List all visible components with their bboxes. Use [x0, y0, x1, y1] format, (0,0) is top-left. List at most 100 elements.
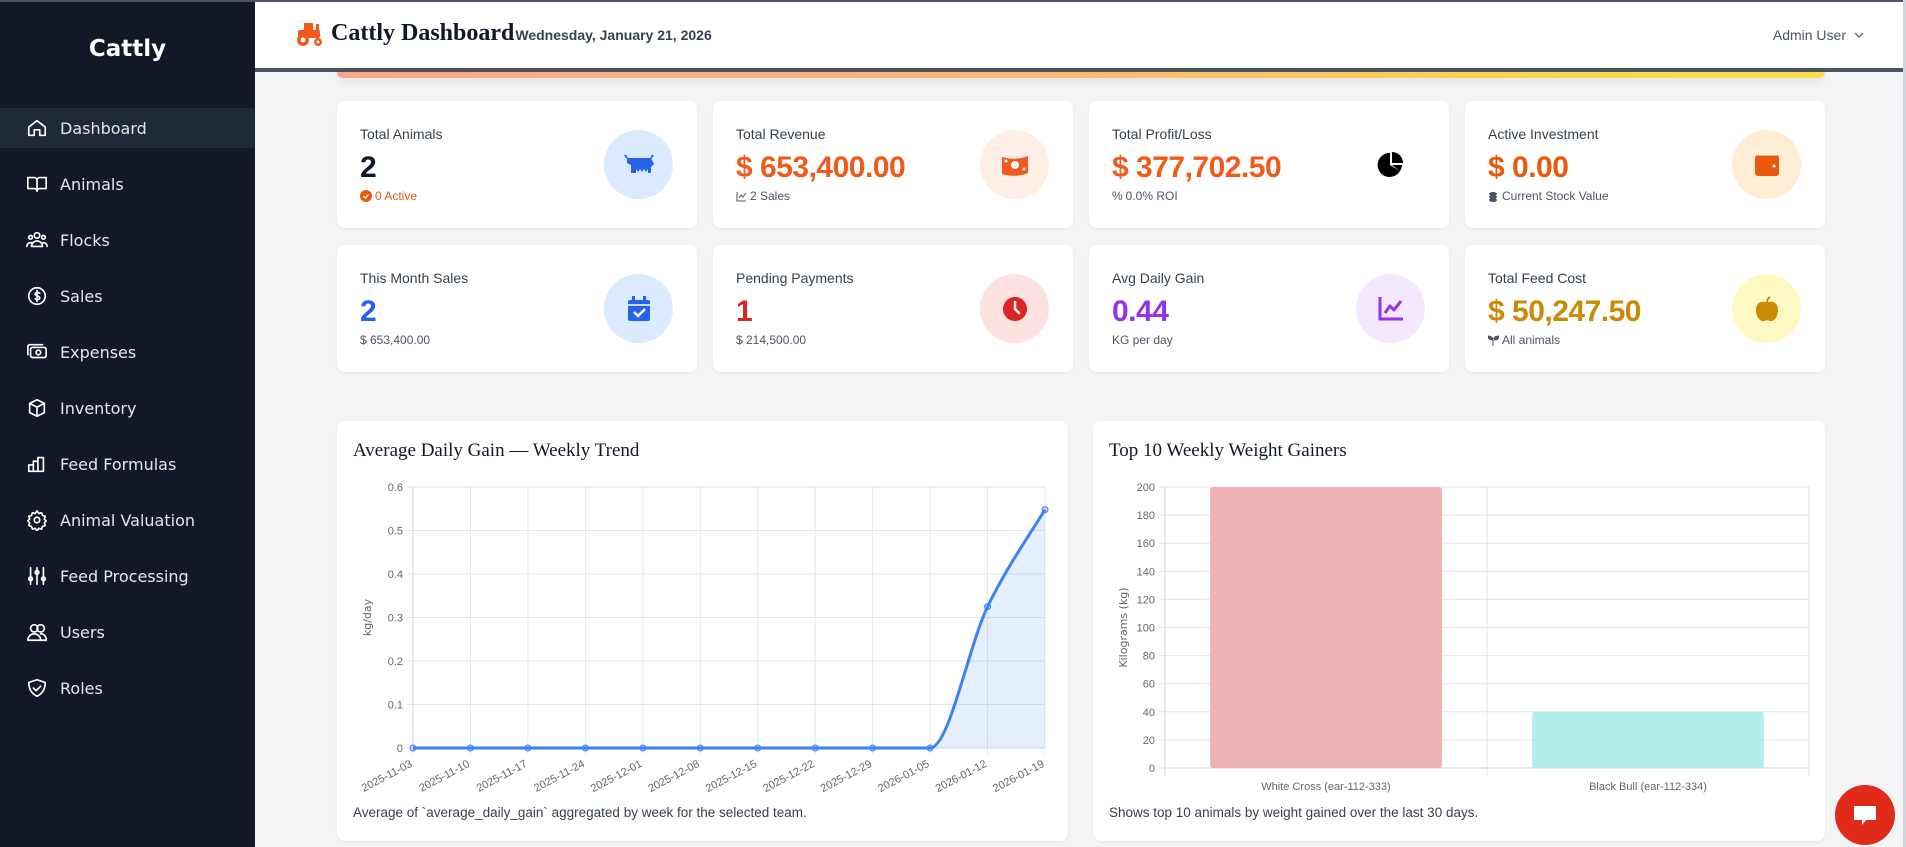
stat-card-pending-payments: Pending Payments 1 $ 214,500.00 [713, 245, 1073, 372]
stat-value: $ 50,247.50 [1488, 295, 1641, 328]
sidebar-item-animals[interactable]: Animals [0, 164, 255, 204]
sidebar-item-flocks[interactable]: Flocks [0, 220, 255, 260]
chart-caption: Shows top 10 animals by weight gained ov… [1109, 805, 1479, 820]
stat-label: Avg Daily Gain [1112, 270, 1205, 286]
x-tick-label: 2025-11-10 [417, 758, 472, 795]
stat-value: 2 [360, 151, 377, 184]
chart-caption: Average of `average_daily_gain` aggregat… [353, 805, 807, 820]
bar-chart-icon [27, 456, 45, 473]
x-tick-label: 2025-11-03 [360, 758, 415, 795]
chevron-down-icon [1854, 32, 1864, 38]
sidebar-item-label: Roles [60, 678, 103, 698]
chart-title: Average Daily Gain — Weekly Trend [353, 440, 640, 461]
sidebar-item-label: Dashboard [60, 118, 147, 138]
stat-subtext: 0 Active [375, 189, 418, 203]
sidebar-item-label: Expenses [60, 342, 137, 362]
current-date: Wednesday, January 21, 2026 [515, 27, 712, 43]
stat-value: 2 [360, 295, 377, 328]
data-point [926, 744, 934, 752]
y-tick-label: 0.2 [388, 656, 403, 668]
sidebar-item-label: Feed Processing [60, 566, 189, 586]
user-menu[interactable]: Admin User [1773, 27, 1864, 43]
stat-value: $ 377,702.50 [1112, 151, 1282, 184]
users-icon [27, 623, 47, 642]
sidebar-item-users[interactable]: Users [0, 612, 255, 652]
sidebar-item-label: Animal Valuation [60, 510, 195, 530]
sidebar-item-label: Flocks [60, 230, 110, 250]
y-tick-label: 60 [1143, 679, 1155, 691]
y-tick-label: 0.5 [388, 526, 403, 538]
y-axis-label: kg/day [361, 598, 374, 636]
sidebar-item-feed-processing[interactable]: Feed Processing [0, 556, 255, 596]
y-tick-label: 140 [1137, 566, 1155, 578]
stat-subtext: 0.0% ROI [1125, 189, 1178, 203]
sidebar-item-animal-valuation[interactable]: Animal Valuation [0, 500, 255, 540]
home-icon [27, 119, 47, 137]
sidebar-item-label: Inventory [60, 398, 137, 418]
data-point [869, 744, 877, 752]
data-point [639, 744, 647, 752]
trend-chart-icon [1356, 274, 1425, 343]
sidebar-item-feed-formulas[interactable]: Feed Formulas [0, 444, 255, 484]
sidebar-item-label: Animals [60, 174, 124, 194]
data-point [466, 744, 474, 752]
stat-card-this-month-sales: This Month Sales 2 $ 653,400.00 [337, 245, 697, 372]
y-tick-label: 0.3 [388, 613, 403, 625]
sidebar: Cattly Dashboard Animals Flocks Sales Expens… [0, 0, 255, 847]
x-tick-label: 2025-12-29 [819, 758, 874, 795]
y-tick-label: 100 [1137, 623, 1155, 635]
sidebar-item-sales[interactable]: Sales [0, 276, 255, 316]
chat-button[interactable] [1835, 785, 1895, 845]
stat-value: 1 [736, 295, 753, 328]
y-tick-label: 0 [397, 743, 403, 755]
x-tick-label: 2026-01-05 [876, 758, 931, 795]
stat-label: Total Animals [360, 126, 443, 142]
stat-subtext: Current Stock Value [1502, 189, 1609, 203]
scrollbar[interactable] [1903, 0, 1906, 847]
x-tick-label: 2026-01-19 [991, 758, 1046, 795]
stat-card-total-profit-loss: Total Profit/Loss $ 377,702.50% 0.0% ROI [1089, 101, 1449, 228]
x-tick-label: Black Bull (ear-112-334) [1589, 781, 1707, 793]
y-tick-label: 160 [1137, 538, 1155, 550]
y-tick-label: 0.6 [388, 482, 403, 494]
percent-icon: % [1112, 189, 1123, 203]
sidebar-item-dashboard[interactable]: Dashboard [0, 108, 255, 148]
stat-subtext: All animals [1502, 333, 1561, 347]
x-tick-label: 2025-11-24 [532, 758, 587, 795]
seedling-icon [1488, 334, 1499, 346]
chat-icon [1854, 806, 1876, 825]
stat-subtext: 2 Sales [750, 189, 791, 203]
sidebar-item-roles[interactable]: Roles [0, 668, 255, 708]
stat-label: Pending Payments [736, 270, 854, 286]
top-header: Cattly Dashboard Wednesday, January 21, … [255, 0, 1906, 72]
top-gainers-panel: Top 10 Weekly Weight Gainers 0 20 40 60 80 10… [1093, 421, 1825, 841]
cow-icon [604, 130, 673, 199]
stat-subtext: $ 214,500.00 [736, 333, 807, 347]
x-tick-label: 2025-12-01 [589, 758, 644, 795]
sidebar-item-expenses[interactable]: Expenses [0, 332, 255, 372]
stat-label: Total Revenue [736, 126, 826, 142]
y-tick-label: 120 [1137, 594, 1155, 606]
y-tick-label: 40 [1143, 707, 1155, 719]
x-tick-label: 2025-11-17 [475, 758, 530, 795]
calendar-check-icon [604, 274, 673, 343]
y-tick-label: 0.4 [388, 569, 403, 581]
line-area-fill [413, 509, 1045, 748]
data-point [696, 744, 704, 752]
shield-icon [27, 678, 47, 698]
book-icon [27, 176, 47, 193]
pie-chart-icon [1356, 130, 1425, 199]
tractor-icon [297, 22, 322, 46]
data-point [811, 744, 819, 752]
stat-label: Active Investment [1488, 126, 1599, 142]
top-gainers-bar-chart: 0 20 40 60 80 100 120 140 160 180 200 Kilograms (kg… [1117, 482, 1810, 793]
y-tick-label: 0 [1149, 763, 1155, 775]
stat-subtext: $ 653,400.00 [360, 333, 431, 347]
sidebar-item-inventory[interactable]: Inventory [0, 388, 255, 428]
sidebar-item-label: Feed Formulas [60, 454, 177, 474]
bar [1532, 711, 1764, 768]
adg-trend-panel: Average Daily Gain — Weekly Trend 0 0.1 0.… [337, 421, 1068, 841]
stat-value: 0.44 [1112, 295, 1169, 328]
data-point [1041, 506, 1049, 514]
